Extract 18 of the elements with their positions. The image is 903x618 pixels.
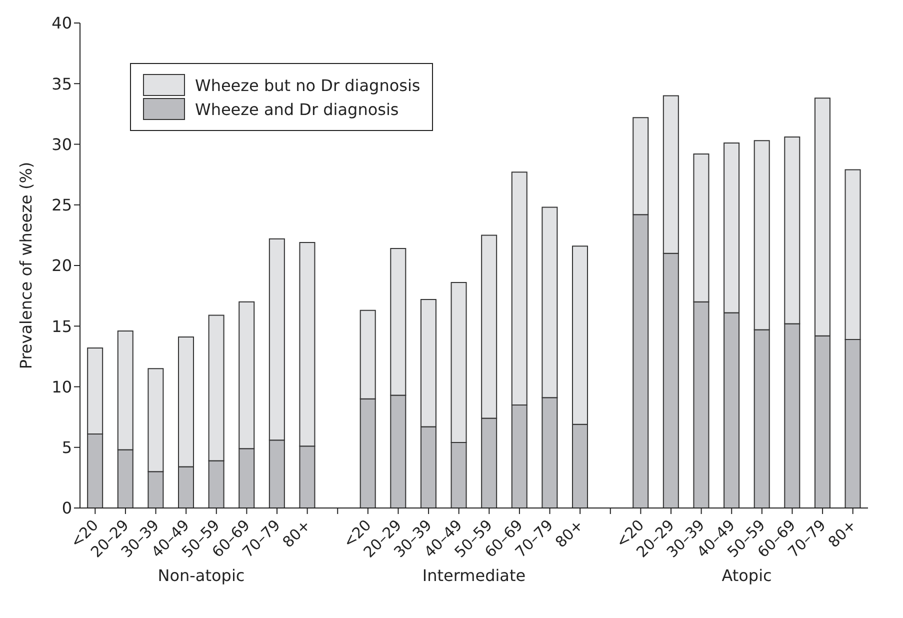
y-tick-label: 25 xyxy=(52,196,72,215)
y-tick-label: 35 xyxy=(52,74,72,94)
legend-label: Wheeze and Dr diagnosis xyxy=(195,100,399,118)
y-tick-label: 5 xyxy=(62,438,72,458)
x-tick-label: 80+ xyxy=(552,516,587,552)
text: Non-atopic xyxy=(156,566,246,585)
text: Intermediate xyxy=(421,566,527,585)
y-axis-title: Prevalence of wheeze (%) xyxy=(16,162,36,370)
legend-label: Wheeze but no Dr diagnosis xyxy=(195,76,420,94)
y-tick-label: 10 xyxy=(52,377,72,396)
text: Atopic xyxy=(720,566,773,585)
y-tick-label: 30 xyxy=(52,134,72,154)
x-tick-label: 80+ xyxy=(824,516,860,552)
y-tick-label: 20 xyxy=(52,256,72,276)
y-tick-label: 15 xyxy=(52,316,72,336)
y-tick-label: 40 xyxy=(52,14,72,33)
y-tick-label: 0 xyxy=(62,498,72,518)
x-tick-label: 80+ xyxy=(279,516,314,552)
